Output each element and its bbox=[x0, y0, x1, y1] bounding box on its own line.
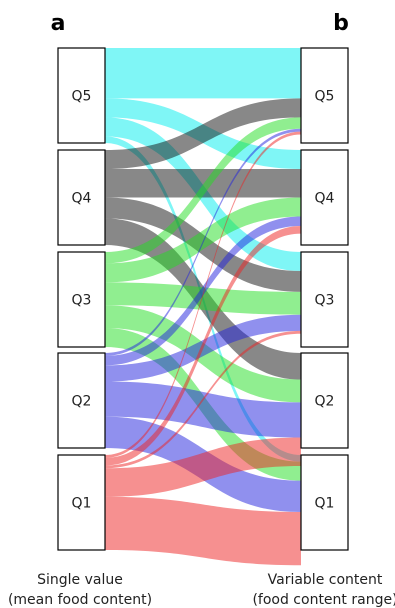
right-node-q5 bbox=[300, 47, 349, 144]
right-node-q2 bbox=[300, 352, 349, 449]
right-node-label-q1: Q1 bbox=[315, 496, 335, 512]
flow-q1-to-q3 bbox=[105, 330, 301, 469]
flow-q3-to-q4 bbox=[105, 197, 301, 283]
left-caption-line2: (mean food content) bbox=[8, 592, 152, 608]
flow-q2-to-q4 bbox=[105, 216, 301, 366]
left-node-q1 bbox=[57, 454, 106, 551]
left-node-q3 bbox=[57, 251, 106, 348]
right-caption-line1: Variable content bbox=[268, 572, 383, 588]
right-caption-line2: (food content range) bbox=[252, 592, 395, 608]
right-node-q3 bbox=[300, 251, 349, 348]
left-caption-line1: Single value bbox=[37, 572, 123, 588]
left-node-label-q5: Q5 bbox=[72, 89, 92, 105]
right-node-q1 bbox=[300, 454, 349, 551]
right-node-label-q4: Q4 bbox=[315, 191, 335, 207]
right-node-label-q2: Q2 bbox=[315, 394, 335, 410]
flow-q1-to-q1 bbox=[105, 496, 301, 566]
panel-letter-b: b bbox=[333, 11, 349, 36]
left-node-q4 bbox=[57, 149, 106, 246]
flow-q1-to-q4 bbox=[105, 226, 301, 466]
flow-q3-to-q5 bbox=[105, 117, 301, 264]
flow-q4-to-q5 bbox=[105, 98, 301, 169]
flow-q2-to-q2 bbox=[105, 381, 301, 438]
panel-letter-a: a bbox=[51, 11, 66, 36]
left-node-label-q3: Q3 bbox=[72, 293, 92, 309]
flow-q2-to-q5 bbox=[105, 128, 301, 356]
flow-q1-to-q2 bbox=[105, 437, 301, 497]
flow-group bbox=[105, 48, 301, 566]
right-node-label-q5: Q5 bbox=[315, 89, 335, 105]
left-node-label-q2: Q2 bbox=[72, 394, 92, 410]
flow-q3-to-q3 bbox=[105, 282, 301, 315]
left-node-label-q4: Q4 bbox=[72, 191, 92, 207]
left-node-q5 bbox=[57, 47, 106, 144]
right-node-q4 bbox=[300, 149, 349, 246]
left-node-q2 bbox=[57, 352, 106, 449]
flow-q5-to-q5 bbox=[105, 48, 301, 99]
left-node-label-q1: Q1 bbox=[72, 496, 92, 512]
flow-q1-to-q5 bbox=[105, 131, 301, 458]
node-group: Q5 Q4 Q3 Q2 Q1 Q5 Q4 Q3 Q2 Q1 bbox=[57, 47, 349, 551]
flow-q4-to-q4 bbox=[105, 169, 301, 198]
right-node-label-q3: Q3 bbox=[315, 293, 335, 309]
